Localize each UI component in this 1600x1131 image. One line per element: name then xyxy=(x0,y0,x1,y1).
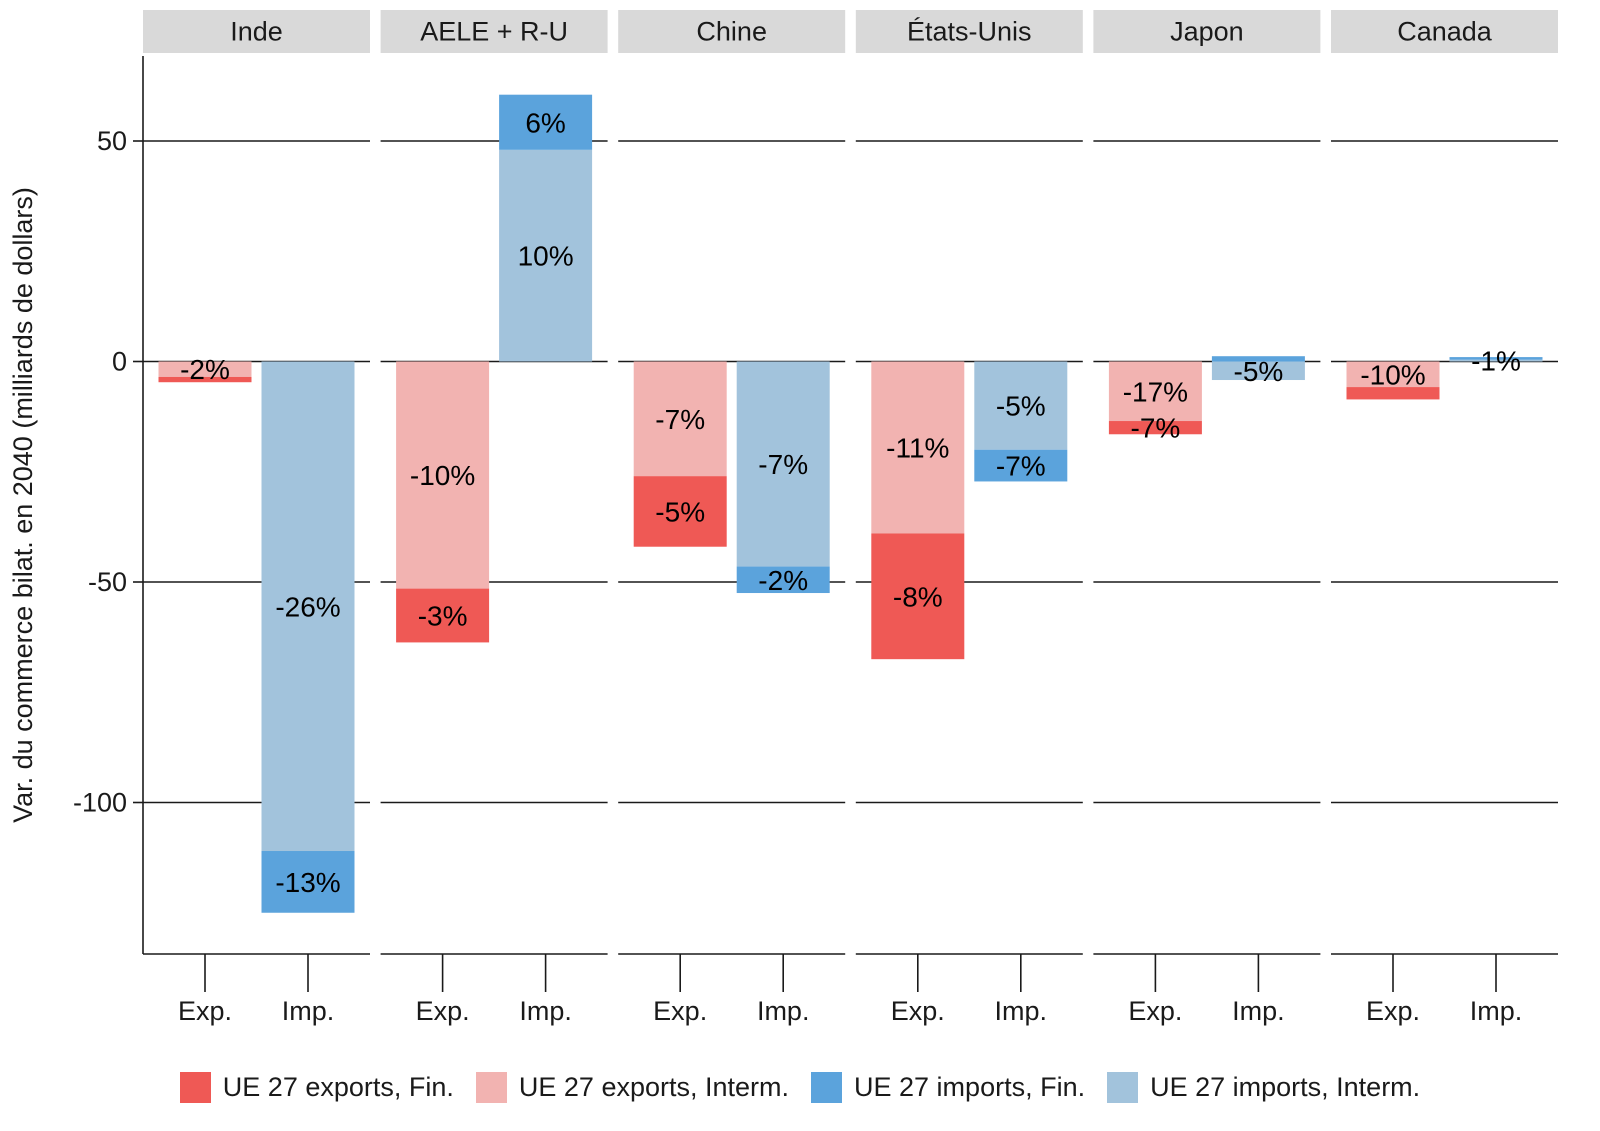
bar-segment-imp-fin xyxy=(736,566,830,594)
data-label: -5% xyxy=(996,391,1046,422)
bar-segment-exp-fin xyxy=(396,588,490,643)
x-tick-label: Imp. xyxy=(757,996,810,1026)
y-tick-label: -100 xyxy=(73,788,127,818)
y-tick-label: 50 xyxy=(97,126,127,156)
bar-segment-exp-int xyxy=(1108,361,1202,422)
bar-segment-imp-int xyxy=(261,361,355,852)
data-label: -26% xyxy=(275,591,340,622)
data-label: -2% xyxy=(758,565,808,596)
facet-strip xyxy=(380,10,608,53)
data-label: -5% xyxy=(1234,356,1284,387)
x-tick-label: Exp. xyxy=(1366,996,1420,1026)
x-tick-label: Exp. xyxy=(416,996,470,1026)
legend-swatch xyxy=(811,1072,843,1103)
facet-label: AELE + R-U xyxy=(420,17,568,47)
x-tick-label: Imp. xyxy=(519,996,572,1026)
data-label: -5% xyxy=(655,496,705,527)
legend-item-imp-fin: UE 27 imports, Fin. xyxy=(811,1072,1085,1103)
facet-strip xyxy=(855,10,1083,53)
x-tick-label: Imp. xyxy=(282,996,335,1026)
x-tick-label: Exp. xyxy=(178,996,232,1026)
y-tick-label: -50 xyxy=(88,567,127,597)
facet-label: Chine xyxy=(696,17,767,47)
y-axis-label: Var. du commerce bilat. en 2040 (milliar… xyxy=(8,187,38,823)
legend: UE 27 exports, Fin. UE 27 exports, Interm… xyxy=(0,1072,1600,1103)
facet-label: États-Unis xyxy=(907,17,1032,47)
bar-segment-imp-fin xyxy=(499,94,593,150)
data-label: -7% xyxy=(655,404,705,435)
data-label: -10% xyxy=(410,460,475,491)
legend-item-exp-fin: UE 27 exports, Fin. xyxy=(179,1072,454,1103)
x-tick-label: Imp. xyxy=(995,996,1048,1026)
bar-segment-exp-fin xyxy=(1108,421,1202,435)
data-label: -17% xyxy=(1123,376,1188,407)
bar-segment-imp-fin xyxy=(261,851,355,913)
facet-label: Japon xyxy=(1170,17,1244,47)
data-label: -1% xyxy=(1471,346,1521,377)
bar-segment-imp-int xyxy=(1449,359,1543,362)
facet-strip xyxy=(618,10,846,53)
bar-segment-exp-fin xyxy=(1346,387,1440,400)
bar-segment-imp-fin xyxy=(974,449,1068,482)
x-tick-label: Exp. xyxy=(1128,996,1182,1026)
data-label: -3% xyxy=(418,601,468,632)
x-tick-label: Imp. xyxy=(1232,996,1285,1026)
bar-segment-imp-int xyxy=(974,361,1068,450)
x-tick-label: Imp. xyxy=(1470,996,1523,1026)
y-tick-label: 0 xyxy=(112,347,127,377)
bar-segment-exp-int xyxy=(633,361,727,477)
bar-segment-exp-int xyxy=(871,361,965,534)
data-label: -7% xyxy=(996,451,1046,482)
bar-segment-exp-int xyxy=(1346,361,1440,388)
data-label: 6% xyxy=(525,107,565,138)
legend-item-imp-int: UE 27 imports, Interm. xyxy=(1107,1072,1420,1103)
data-label: -7% xyxy=(1131,413,1181,444)
bar-segment-imp-fin xyxy=(1449,357,1543,360)
data-label: -13% xyxy=(275,867,340,898)
legend-label: UE 27 imports, Interm. xyxy=(1150,1072,1421,1102)
facet-strip xyxy=(1093,10,1321,53)
legend-label: UE 27 imports, Fin. xyxy=(854,1072,1086,1102)
x-tick-label: Exp. xyxy=(653,996,707,1026)
legend-item-exp-int: UE 27 exports, Interm. xyxy=(475,1072,790,1103)
data-label: -10% xyxy=(1360,359,1425,390)
bar-segment-exp-int xyxy=(396,361,490,589)
facet-label: Canada xyxy=(1397,17,1493,47)
bar-segment-imp-int xyxy=(1211,361,1305,381)
facet-strip xyxy=(1331,10,1558,53)
facet-strip xyxy=(143,10,370,53)
x-tick-label: Exp. xyxy=(891,996,945,1026)
data-label: 10% xyxy=(518,241,574,272)
legend-swatch xyxy=(475,1072,507,1103)
legend-label: UE 27 exports, Fin. xyxy=(222,1072,454,1102)
bar-segment-imp-int xyxy=(736,361,830,567)
data-label: -8% xyxy=(893,581,943,612)
legend-swatch xyxy=(179,1072,211,1103)
data-label: -7% xyxy=(758,449,808,480)
facet-label: Inde xyxy=(230,17,283,47)
bar-segment-imp-fin xyxy=(1211,356,1305,362)
data-label: -11% xyxy=(886,432,949,463)
legend-swatch xyxy=(1107,1072,1139,1103)
bar-segment-exp-fin xyxy=(633,476,727,547)
data-label: -2% xyxy=(180,354,230,385)
bar-segment-imp-int xyxy=(499,149,593,362)
legend-label: UE 27 exports, Interm. xyxy=(518,1072,790,1102)
bar-segment-exp-fin xyxy=(871,533,965,660)
bar-segment-exp-int xyxy=(158,361,252,377)
bar-segment-exp-fin xyxy=(158,376,252,383)
